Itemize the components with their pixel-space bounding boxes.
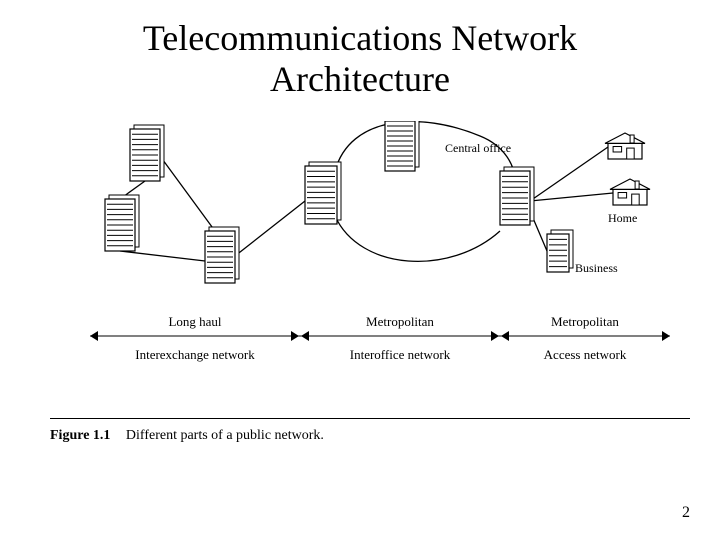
segment-3-top: Metropolitan xyxy=(500,314,670,330)
segment-3-bottom: Access network xyxy=(500,347,670,363)
figure-number: Figure 1.1 xyxy=(50,428,110,443)
label-home: Home xyxy=(608,211,637,226)
network-diagram: Central office Home Business Long haul M… xyxy=(50,121,690,401)
label-business: Business xyxy=(575,261,618,276)
figure-text: Different parts of a public network. xyxy=(126,428,324,443)
segment-1-bottom: Interexchange network xyxy=(90,347,300,363)
page-title: Telecommunications Network Architecture xyxy=(0,0,720,101)
segment-2-top: Metropolitan xyxy=(300,314,500,330)
segment-1-top: Long haul xyxy=(90,314,300,330)
title-line-2: Architecture xyxy=(270,59,450,99)
page-number: 2 xyxy=(682,504,690,522)
segment-2-bottom: Interoffice network xyxy=(300,347,500,363)
title-line-1: Telecommunications Network xyxy=(143,18,577,58)
figure-caption: Figure 1.1 Different parts of a public n… xyxy=(50,428,324,444)
caption-rule xyxy=(50,418,690,419)
label-central-office: Central office xyxy=(445,141,511,156)
